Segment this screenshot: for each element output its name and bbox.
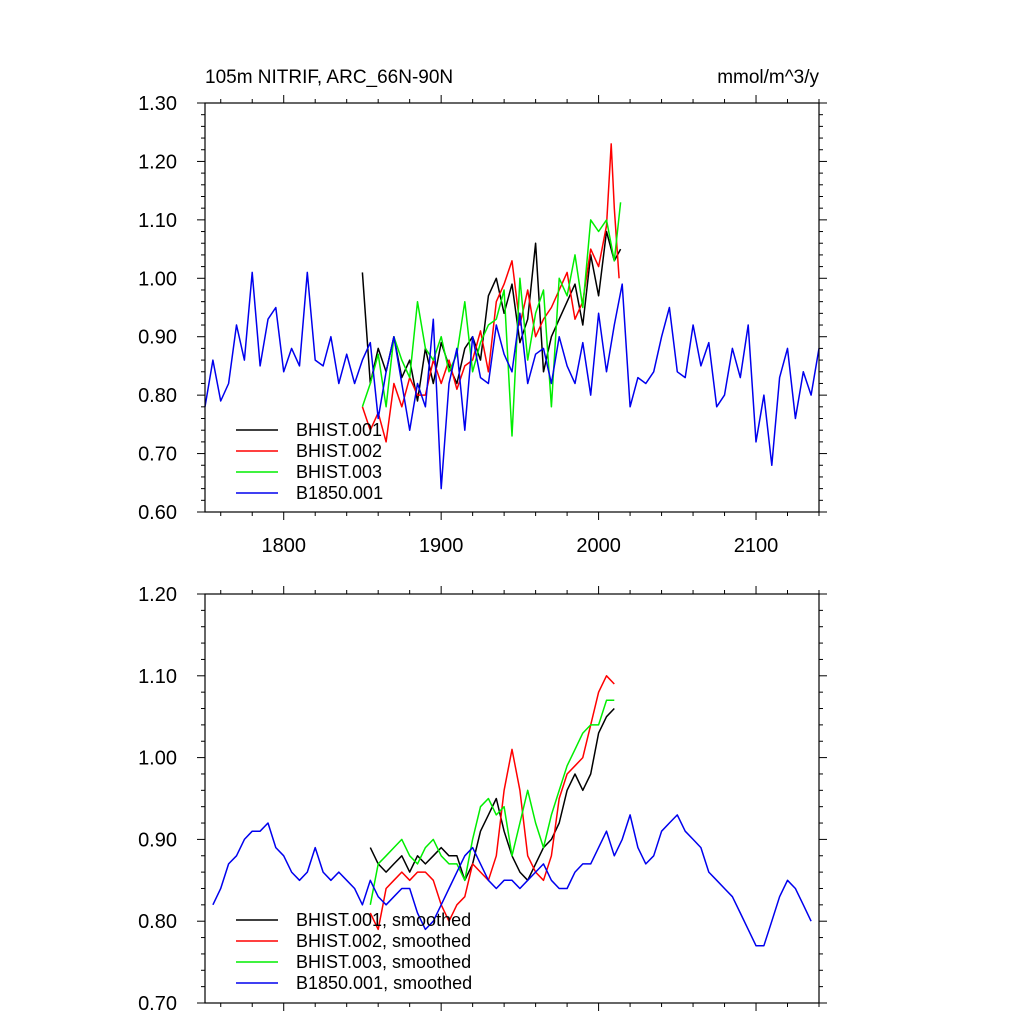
y-tick-label: 0.70 xyxy=(138,993,177,1015)
series-line-bhist-003 xyxy=(369,699,615,905)
chart-title: 105m NITRIF, ARC_66N-90N xyxy=(205,67,453,88)
x-tick-label: 1800 xyxy=(261,535,306,557)
y-tick-label: 0.90 xyxy=(138,327,177,349)
plot-frame xyxy=(204,593,820,1004)
legend-label: BHIST.002 xyxy=(296,441,382,461)
legend-label: B1850.001, smoothed xyxy=(296,973,472,993)
y-tick-label: 1.00 xyxy=(138,748,177,770)
legend-label: BHIST.001 xyxy=(296,420,382,440)
series-line-bhist-003 xyxy=(361,202,622,437)
y-tick-label: 0.60 xyxy=(138,502,177,524)
y-tick-label: 1.20 xyxy=(138,584,177,606)
y-tick-label: 1.10 xyxy=(138,666,177,688)
legend-label: B1850.001 xyxy=(296,483,383,503)
legend-label: BHIST.003, smoothed xyxy=(296,952,471,972)
y-tick-label: 0.80 xyxy=(138,385,177,407)
legend-label: BHIST.002, smoothed xyxy=(296,931,471,951)
y-tick-label: 1.30 xyxy=(138,93,177,115)
legend-label: BHIST.001, smoothed xyxy=(296,910,471,930)
y-tick-label: 1.00 xyxy=(138,268,177,290)
legend-label: BHIST.003 xyxy=(296,462,382,482)
y-tick-label: 1.20 xyxy=(138,151,177,173)
y-tick-label: 0.70 xyxy=(138,444,177,466)
series-line-b1850-001 xyxy=(204,271,820,490)
panel-bottom-chart: 0.70 0.80 0.90 1.00 1.10 1.20 BHIST.001, smoot… xyxy=(138,584,827,1015)
y-tick-label: 1.10 xyxy=(138,210,177,232)
series-line-b1850-001 xyxy=(212,814,812,947)
plot-frame xyxy=(204,102,820,513)
x-tick-label: 2000 xyxy=(576,535,621,557)
y-tick-label: 0.90 xyxy=(138,829,177,851)
panel-top-chart: 1800 1900 2000 2100 0.60 0.70 0.80 0.90 1.00 1.10… xyxy=(138,67,827,557)
units-label: mmol/m^3/y xyxy=(717,67,819,88)
series-line-bhist-002 xyxy=(369,675,615,931)
y-tick-label: 0.80 xyxy=(138,911,177,933)
x-tick-label: 2100 xyxy=(734,535,779,557)
x-tick-label: 1900 xyxy=(419,535,464,557)
